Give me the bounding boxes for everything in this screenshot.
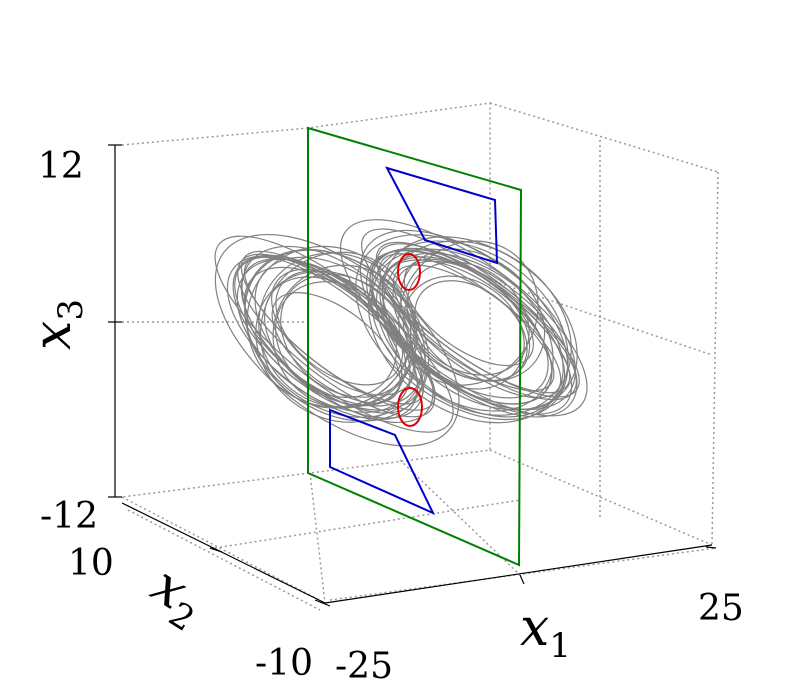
trajectory-loop (402, 275, 525, 390)
tick-labels: -25 25 10 -10 12 -12 (38, 146, 744, 687)
axis-index: 3 (51, 299, 91, 321)
trajectory-loop (381, 256, 566, 410)
axes (108, 144, 717, 607)
region-bottom (329, 408, 436, 516)
trajectory-loop (244, 249, 430, 422)
x3-label: x3 (23, 299, 91, 350)
axis-symbol: x (520, 598, 549, 658)
tick-label: 12 (38, 146, 84, 187)
axis-symbol: x (23, 321, 83, 350)
trajectory-loop (375, 252, 564, 418)
tick-label: -25 (335, 646, 393, 687)
trajectory-loop (339, 219, 588, 417)
trajectory-loop (365, 249, 553, 405)
tick-label: 10 (68, 543, 114, 584)
x2-label: x2 (137, 555, 216, 640)
trajectory-loop (272, 264, 416, 408)
trajectory-loop (392, 264, 562, 399)
tick-label: 25 (698, 588, 744, 629)
trajectory-loop (214, 235, 454, 433)
trajectory-loop (400, 248, 546, 382)
region-top (385, 166, 499, 265)
x1-label: x1 (520, 598, 571, 666)
section-plane (307, 126, 523, 567)
pane-grid (121, 102, 719, 611)
tick-label: -12 (40, 496, 98, 537)
trajectory-loop (398, 240, 539, 386)
orbit-top (397, 253, 421, 291)
axis-index: 1 (549, 626, 571, 666)
trajectory-loop (271, 268, 416, 396)
trajectory-loop (406, 261, 530, 376)
orbit-bottom (397, 387, 423, 427)
attractor (214, 219, 588, 447)
trajectory-loop (378, 253, 555, 392)
tick-label: -10 (255, 643, 313, 684)
trajectory-loop (367, 240, 569, 424)
trajectory-loop (376, 243, 577, 401)
trajectory-loop (369, 250, 573, 415)
